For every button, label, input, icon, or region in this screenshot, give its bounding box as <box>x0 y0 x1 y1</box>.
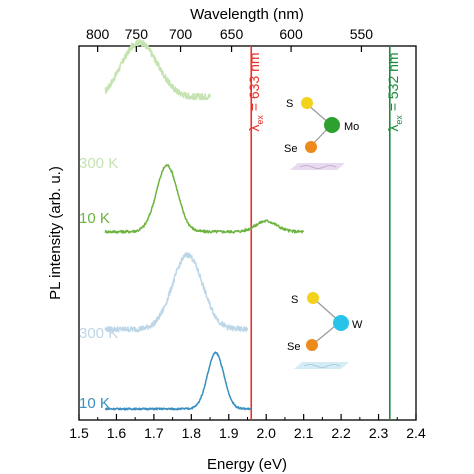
mo-atom-icon <box>324 117 340 133</box>
bottom-axis: 1.5 1.6 1.7 1.8 1.9 2.0 2.1 2.2 2.3 2.4 <box>69 414 426 441</box>
series-label-wse2-10k: 10 K <box>79 395 110 412</box>
x-axis-label: Energy (eV) <box>207 456 287 473</box>
excitation-lines: λex = 633 nm λex = 532 nm <box>246 46 404 420</box>
series-label-mose2-10k: 10 K <box>79 210 110 227</box>
w-atom-label: W <box>352 319 363 331</box>
top-axis: 800 750 700 650 600 550 <box>86 26 373 52</box>
x-tick-label: 2.4 <box>406 425 426 441</box>
series-label-mose2-300k: 300 K <box>79 155 118 172</box>
spectrum-line <box>104 252 249 333</box>
excitation-label: λex = 532 nm <box>385 52 404 131</box>
w-atom-icon <box>333 315 349 331</box>
se-atom-label: Se <box>284 143 297 155</box>
se-atom-icon <box>306 339 318 351</box>
top-axis-label: Wavelength (nm) <box>190 6 304 23</box>
mo-atom-label: Mo <box>344 121 359 133</box>
x-tick-label: 1.6 <box>107 425 127 441</box>
s-atom-label: S <box>286 98 293 110</box>
top-tick-label: 550 <box>350 26 374 42</box>
top-tick-label: 600 <box>279 26 303 42</box>
x-tick-label: 2.1 <box>294 425 314 441</box>
s-atom-icon <box>301 97 313 109</box>
x-tick-label: 1.7 <box>144 425 164 441</box>
x-tick-label: 1.9 <box>219 425 239 441</box>
top-tick-label: 650 <box>220 26 244 42</box>
x-tick-label: 2.0 <box>256 425 276 441</box>
wse2-molecule-inset: S W Se <box>287 292 363 369</box>
x-tick-label: 2.2 <box>331 425 351 441</box>
x-tick-label: 2.3 <box>369 425 389 441</box>
series-label-wse2-300k: 300 K <box>79 325 118 342</box>
top-tick-label: 700 <box>169 26 193 42</box>
pl-spectra <box>104 38 305 411</box>
s-atom-label: S <box>291 294 298 306</box>
spectrum-line <box>104 351 252 411</box>
mose2-molecule-inset: S Mo Se <box>284 97 359 170</box>
spectrum-line <box>104 164 305 234</box>
spectrum-line <box>104 38 211 101</box>
s-atom-icon <box>307 292 319 304</box>
x-tick-label: 1.5 <box>69 425 89 441</box>
top-tick-label: 800 <box>86 26 110 42</box>
se-atom-icon <box>305 141 317 153</box>
top-tick-label: 750 <box>125 26 149 42</box>
excitation-label: λex = 633 nm <box>246 52 265 131</box>
x-tick-label: 1.8 <box>182 425 202 441</box>
se-atom-label: Se <box>287 341 300 353</box>
y-axis-label: PL intensity (arb. u.) <box>47 166 64 300</box>
